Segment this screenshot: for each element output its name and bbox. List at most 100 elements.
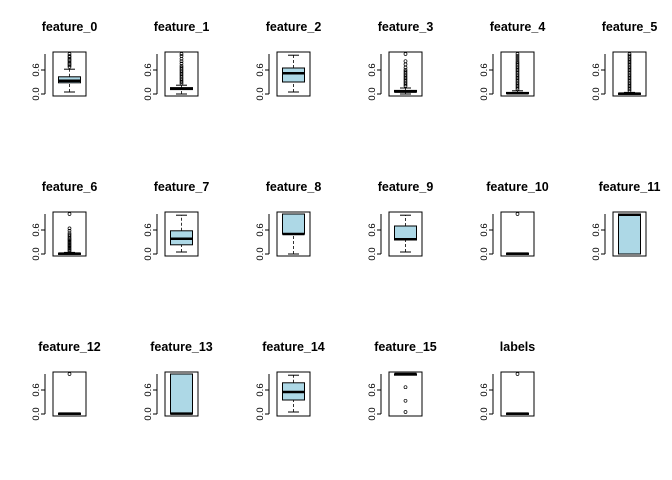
y-tick-label: 0.6 bbox=[591, 223, 602, 236]
y-tick-label: 0.6 bbox=[143, 383, 154, 396]
panel-title-feature-7: feature_7 bbox=[154, 180, 210, 194]
plot-frame bbox=[500, 371, 535, 417]
outlier-point bbox=[67, 246, 72, 251]
y-tick-label: 0.0 bbox=[591, 87, 602, 100]
plot-frame bbox=[52, 211, 87, 257]
outlier-point bbox=[515, 212, 520, 216]
boxplot-panel-feature-15: feature_15 0.0 0.6 bbox=[367, 340, 437, 421]
outlier-point bbox=[67, 248, 72, 252]
panel-title-feature-14: feature_14 bbox=[262, 340, 325, 354]
plot-frame bbox=[164, 211, 199, 257]
y-tick-label: 0.6 bbox=[367, 383, 378, 396]
plot-frame bbox=[388, 51, 423, 97]
y-tick-label: 0.6 bbox=[255, 383, 266, 396]
y-tick-label: 0.0 bbox=[255, 407, 266, 420]
boxplot-panel-feature-3: feature_3 0.0 0.6 bbox=[367, 20, 433, 101]
outlier-point bbox=[179, 61, 184, 66]
y-tick-label: 0.0 bbox=[31, 407, 42, 420]
box-iqr bbox=[170, 373, 193, 415]
panel-title-feature-8: feature_8 bbox=[266, 180, 322, 194]
boxplot-panel-feature-14: feature_14 0.0 0.6 bbox=[255, 340, 325, 421]
y-tick-label: 0.0 bbox=[591, 247, 602, 260]
y-tick-label: 0.6 bbox=[255, 223, 266, 236]
y-tick-label: 0.0 bbox=[479, 87, 490, 100]
y-tick-label: 0.6 bbox=[143, 63, 154, 76]
outlier-point bbox=[179, 54, 184, 58]
panel-title-feature-3: feature_3 bbox=[378, 20, 434, 34]
y-tick-label: 0.0 bbox=[143, 407, 154, 420]
y-tick-label: 0.6 bbox=[479, 63, 490, 76]
outlier-point bbox=[67, 238, 72, 243]
y-tick-label: 0.0 bbox=[31, 247, 42, 260]
outlier-point bbox=[627, 52, 632, 56]
boxplot-panel-feature-0: feature_0 0.0 0.6 bbox=[31, 20, 97, 101]
y-tick-label: 0.0 bbox=[143, 87, 154, 100]
y-tick-label: 0.6 bbox=[255, 63, 266, 76]
plot-frame bbox=[164, 371, 199, 417]
y-tick-label: 0.0 bbox=[255, 87, 266, 100]
outlier-point bbox=[67, 52, 72, 56]
outlier-point bbox=[67, 212, 72, 216]
outlier-point bbox=[403, 385, 408, 390]
outlier-point bbox=[179, 64, 184, 68]
panel-title-feature-2: feature_2 bbox=[266, 20, 322, 34]
boxplot-panel-feature-8: feature_8 0.0 0.6 bbox=[255, 180, 321, 261]
outlier-point bbox=[403, 62, 408, 67]
outlier-point bbox=[403, 52, 408, 56]
boxplot-panel-feature-4: feature_4 0.0 0.6 bbox=[479, 20, 545, 101]
boxplot-panel-feature-12: feature_12 0.0 0.6 bbox=[31, 340, 101, 421]
y-tick-label: 0.0 bbox=[367, 87, 378, 100]
outlier-point bbox=[515, 372, 520, 376]
y-tick-label: 0.6 bbox=[367, 63, 378, 76]
outlier-point bbox=[627, 53, 632, 58]
plot-frame bbox=[388, 371, 423, 417]
outlier-point bbox=[515, 56, 520, 60]
outlier-point bbox=[67, 249, 72, 254]
boxplot-panel-feature-13: feature_13 0.0 0.6 bbox=[143, 340, 213, 421]
outlier-point bbox=[67, 232, 72, 237]
outlier-point bbox=[403, 410, 408, 414]
outlier-point bbox=[67, 228, 72, 233]
boxplot-panel-labels: labels 0.0 0.6 bbox=[479, 340, 535, 421]
plot-frame bbox=[276, 211, 311, 257]
outlier-point bbox=[67, 245, 72, 250]
plot-frame bbox=[612, 211, 647, 257]
boxplot-panel-feature-11: feature_11 0.0 0.6 bbox=[591, 180, 660, 261]
outlier-point bbox=[515, 52, 520, 56]
boxplot-panel-feature-9: feature_9 0.0 0.6 bbox=[367, 180, 433, 261]
boxplot-panel-feature-7: feature_7 0.0 0.6 bbox=[143, 180, 209, 261]
y-tick-label: 0.0 bbox=[367, 247, 378, 260]
outlier-point bbox=[67, 59, 72, 64]
y-tick-label: 0.6 bbox=[31, 383, 42, 396]
boxplot-panel-feature-10: feature_10 0.0 0.6 bbox=[479, 180, 549, 261]
outlier-point bbox=[67, 54, 72, 58]
plot-frame bbox=[52, 371, 87, 417]
box-iqr bbox=[394, 225, 417, 241]
outlier-point bbox=[403, 69, 408, 74]
plot-frame bbox=[164, 51, 199, 97]
y-tick-label: 0.6 bbox=[31, 223, 42, 236]
outlier-point bbox=[67, 244, 72, 249]
y-tick-label: 0.0 bbox=[31, 87, 42, 100]
panel-title-feature-0: feature_0 bbox=[42, 20, 98, 34]
outlier-point bbox=[67, 63, 72, 68]
outlier-point bbox=[67, 239, 72, 244]
plot-frame bbox=[612, 51, 647, 97]
panel-title-feature-13: feature_13 bbox=[150, 340, 213, 354]
outlier-point bbox=[403, 68, 408, 72]
plot-frame bbox=[276, 51, 311, 97]
y-tick-label: 0.0 bbox=[479, 247, 490, 260]
outlier-point bbox=[67, 243, 72, 248]
outlier-point bbox=[403, 398, 408, 403]
y-tick-label: 0.0 bbox=[143, 247, 154, 260]
panel-title-feature-5: feature_5 bbox=[602, 20, 658, 34]
outlier-point bbox=[515, 60, 520, 64]
plot-frame bbox=[500, 211, 535, 257]
plot-frame bbox=[52, 51, 87, 97]
y-tick-label: 0.0 bbox=[367, 407, 378, 420]
outlier-point bbox=[67, 226, 72, 231]
y-tick-label: 0.6 bbox=[143, 223, 154, 236]
outlier-point bbox=[67, 231, 72, 236]
panel-title-feature-9: feature_9 bbox=[378, 180, 434, 194]
outlier-point bbox=[67, 240, 72, 245]
